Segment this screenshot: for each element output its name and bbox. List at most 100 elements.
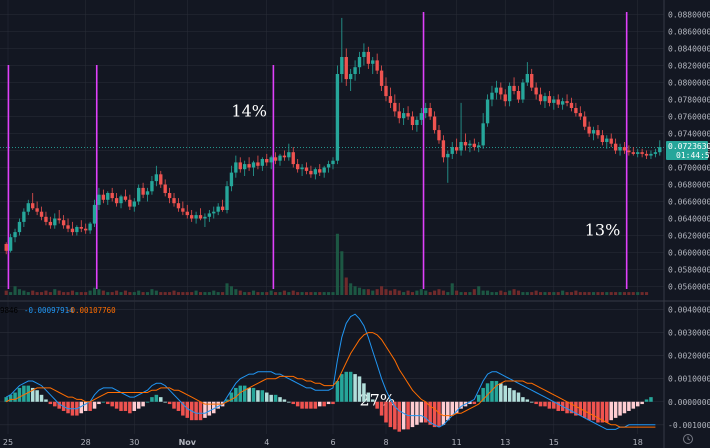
candle-body [424,108,428,114]
macd-histogram-bar [273,394,278,402]
macd-histogram-bar [8,394,13,402]
macd-histogram-bar [596,401,600,423]
volume-bar [503,292,507,295]
candle-body [31,203,35,209]
volume-bar [543,292,547,295]
candle-body [150,181,154,192]
volume-bar [168,292,172,295]
candle-body [225,186,229,210]
macd-histogram-bar [401,401,406,430]
volume-bar [375,289,379,295]
volume-bar [216,292,220,295]
volume-bar [296,292,300,295]
volume-bar [530,292,534,295]
candle-body [212,211,216,214]
candle-body [344,57,348,80]
timezone-settings-button[interactable] [683,434,693,444]
volume-bar [300,292,304,295]
candle-body [578,113,582,117]
macd-histogram-bar [141,401,145,407]
volume-bar [26,292,30,295]
macd-histogram-bar [450,401,455,416]
macd-histogram-bar [132,401,137,411]
macd-histogram-bar [446,401,450,421]
volume-bar [393,289,397,295]
candle-body [556,99,560,105]
macd-histogram-bar [57,401,61,409]
macd-histogram-bar [300,401,304,409]
macd-histogram-bar [326,401,331,405]
candle-body [84,228,88,231]
volume-bar [62,292,66,295]
candle-body [353,67,357,74]
candle-body [234,162,238,173]
macd-histogram-bar [238,385,243,402]
candle-body [481,123,485,146]
date-tick-label: Nov [179,438,197,447]
candle-body [48,221,53,226]
macd-histogram-bar [198,401,203,421]
volume-bar [353,286,357,295]
macd-histogram-bar [145,401,150,403]
macd-histogram-bar [587,401,591,421]
macd-histogram-bar [260,390,265,402]
candle-body [477,145,481,148]
current-price-bg [666,141,708,160]
volume-bar [521,292,525,295]
volume-bar [384,289,388,295]
candle-body [265,159,269,163]
candle-body [366,51,371,64]
candle-body [22,211,26,222]
macd-signal-line [5,332,656,428]
candle-body [463,142,468,146]
candle-body [203,216,207,219]
macd-histogram-bar [44,399,48,402]
candle-body [640,152,644,154]
candle-body [512,85,516,91]
macd-histogram-bar [370,399,375,402]
candle-body [57,218,61,221]
candle-body [534,87,538,95]
candle-body [17,221,22,233]
macd-histogram-bar [605,401,609,423]
candle-body [340,57,344,74]
candle-body [128,199,132,207]
candle-body [194,215,198,219]
macd-line [5,313,656,430]
candle-body [574,108,578,114]
volume-bar [234,289,238,295]
macd-histogram-bar [340,374,344,402]
macd-histogram-bar [101,401,106,403]
macd-histogram-bar [348,371,353,402]
macd-histogram-bar [454,401,459,414]
volume-bar [631,292,635,295]
candle-body [428,108,432,117]
volume-bar [499,290,503,295]
candle-body [649,153,653,156]
candle-body [348,74,353,80]
volume-bar [181,292,185,295]
volume-bar [525,292,529,295]
candle-body [419,113,424,120]
macd-histogram-bar [565,401,569,414]
macd-histogram-bar [136,401,141,409]
candle-body [401,113,406,119]
volume-bar [172,290,176,295]
candle-body [432,116,437,131]
candle-body [44,216,48,222]
candle-body [79,227,83,229]
macd-histogram-bar [485,383,490,402]
candle-body [101,194,106,200]
candle-body [397,111,401,119]
percent-annotation: 14% [231,102,267,121]
macd-histogram-bar [468,401,472,405]
date-axis[interactable]: 25 28 30 Nov 4 6 8 11 13 15 18 [3,438,643,447]
macd-histogram-bar [295,401,300,407]
